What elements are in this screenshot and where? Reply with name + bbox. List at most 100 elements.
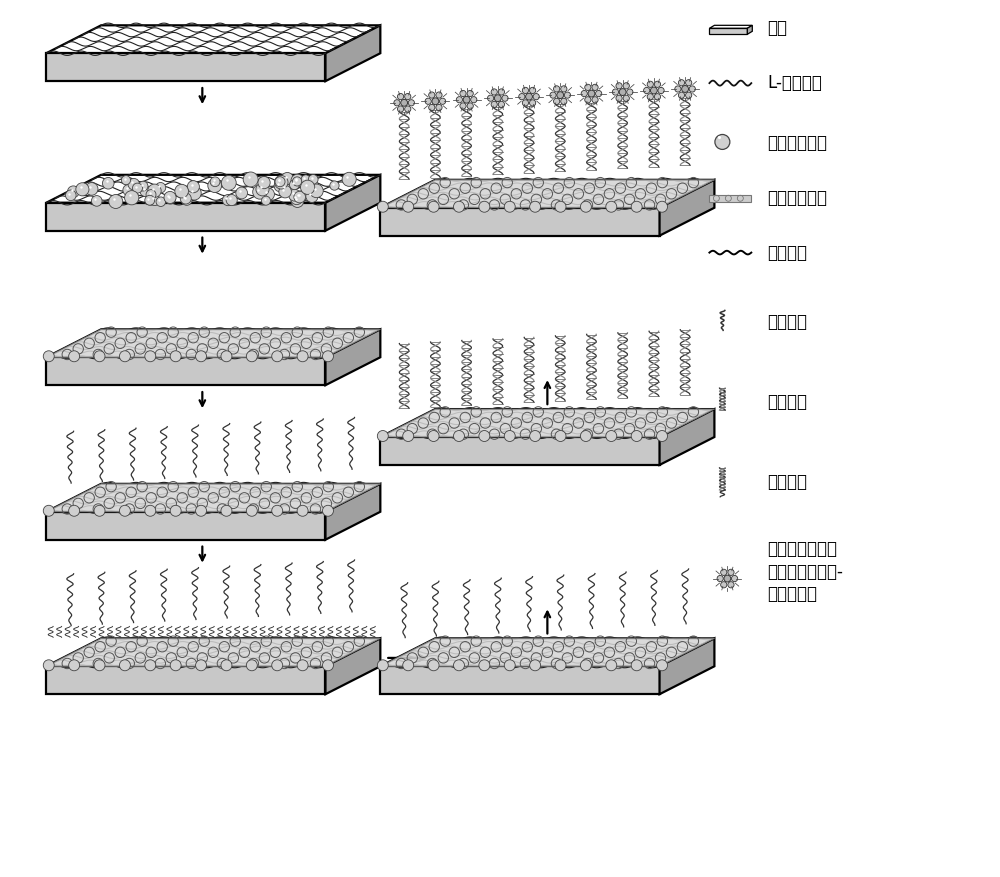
Circle shape (463, 96, 470, 103)
Circle shape (616, 82, 622, 89)
Circle shape (236, 187, 248, 199)
Circle shape (258, 176, 270, 189)
Circle shape (293, 177, 302, 186)
Circle shape (279, 183, 291, 196)
Circle shape (592, 96, 598, 103)
Circle shape (377, 660, 388, 671)
Circle shape (491, 89, 497, 95)
Circle shape (243, 172, 258, 187)
Polygon shape (709, 28, 747, 34)
Circle shape (301, 180, 315, 195)
Circle shape (439, 98, 446, 104)
Circle shape (557, 92, 564, 98)
Circle shape (479, 660, 490, 671)
Circle shape (623, 82, 629, 89)
Circle shape (196, 505, 207, 517)
Circle shape (606, 660, 617, 671)
Circle shape (502, 95, 508, 102)
Circle shape (647, 82, 653, 88)
Polygon shape (46, 667, 325, 695)
Circle shape (148, 184, 161, 197)
Circle shape (554, 98, 560, 104)
Circle shape (289, 180, 299, 189)
Circle shape (657, 431, 668, 441)
Polygon shape (380, 638, 714, 667)
Circle shape (294, 191, 305, 203)
Circle shape (650, 87, 657, 94)
Circle shape (561, 98, 567, 104)
Circle shape (221, 351, 232, 361)
Text: 电极: 电极 (767, 19, 787, 38)
Circle shape (491, 102, 497, 108)
Circle shape (164, 191, 176, 203)
Circle shape (291, 195, 304, 208)
Circle shape (405, 94, 411, 100)
Polygon shape (46, 330, 380, 357)
Circle shape (530, 100, 536, 106)
Circle shape (644, 88, 650, 94)
Circle shape (94, 505, 105, 517)
Circle shape (522, 88, 529, 94)
Circle shape (631, 660, 642, 671)
Circle shape (291, 175, 304, 187)
Polygon shape (46, 357, 325, 385)
Circle shape (401, 99, 408, 106)
Circle shape (94, 660, 105, 671)
Circle shape (606, 201, 617, 212)
Polygon shape (380, 180, 714, 208)
Circle shape (453, 201, 464, 212)
Circle shape (397, 106, 404, 112)
Circle shape (530, 431, 541, 441)
Polygon shape (325, 25, 380, 82)
Polygon shape (380, 409, 714, 437)
Circle shape (170, 505, 181, 517)
Circle shape (67, 186, 79, 197)
Circle shape (156, 197, 166, 206)
Circle shape (616, 96, 622, 102)
Circle shape (180, 193, 191, 204)
Circle shape (467, 103, 473, 109)
Circle shape (403, 201, 414, 212)
Circle shape (43, 505, 54, 517)
Circle shape (494, 95, 501, 102)
Circle shape (246, 351, 257, 361)
Polygon shape (46, 484, 380, 512)
Circle shape (606, 431, 617, 441)
Circle shape (262, 188, 274, 201)
Circle shape (647, 94, 653, 100)
Circle shape (585, 84, 591, 90)
Circle shape (155, 182, 166, 193)
Circle shape (715, 134, 730, 149)
Circle shape (226, 195, 237, 205)
Polygon shape (660, 180, 714, 236)
Circle shape (132, 183, 142, 193)
Polygon shape (46, 203, 325, 231)
Circle shape (275, 176, 285, 187)
Polygon shape (380, 638, 714, 667)
Circle shape (208, 179, 222, 193)
Polygon shape (325, 175, 380, 231)
Circle shape (69, 660, 80, 671)
Polygon shape (46, 512, 325, 539)
Circle shape (504, 660, 515, 671)
Text: 氮杂化介孔碳: 氮杂化介孔碳 (767, 134, 827, 152)
Circle shape (581, 90, 587, 96)
Circle shape (310, 184, 323, 197)
Circle shape (165, 193, 176, 204)
Circle shape (397, 94, 404, 100)
Circle shape (69, 351, 80, 361)
Circle shape (631, 431, 642, 441)
Circle shape (428, 431, 439, 441)
Circle shape (145, 660, 156, 671)
Circle shape (394, 100, 400, 106)
Circle shape (682, 86, 689, 92)
Polygon shape (46, 638, 380, 667)
Circle shape (69, 505, 80, 517)
Polygon shape (380, 437, 660, 465)
Circle shape (403, 431, 414, 441)
Circle shape (145, 196, 155, 205)
Circle shape (377, 201, 388, 212)
Circle shape (504, 201, 515, 212)
Circle shape (530, 201, 541, 212)
Circle shape (408, 100, 414, 106)
